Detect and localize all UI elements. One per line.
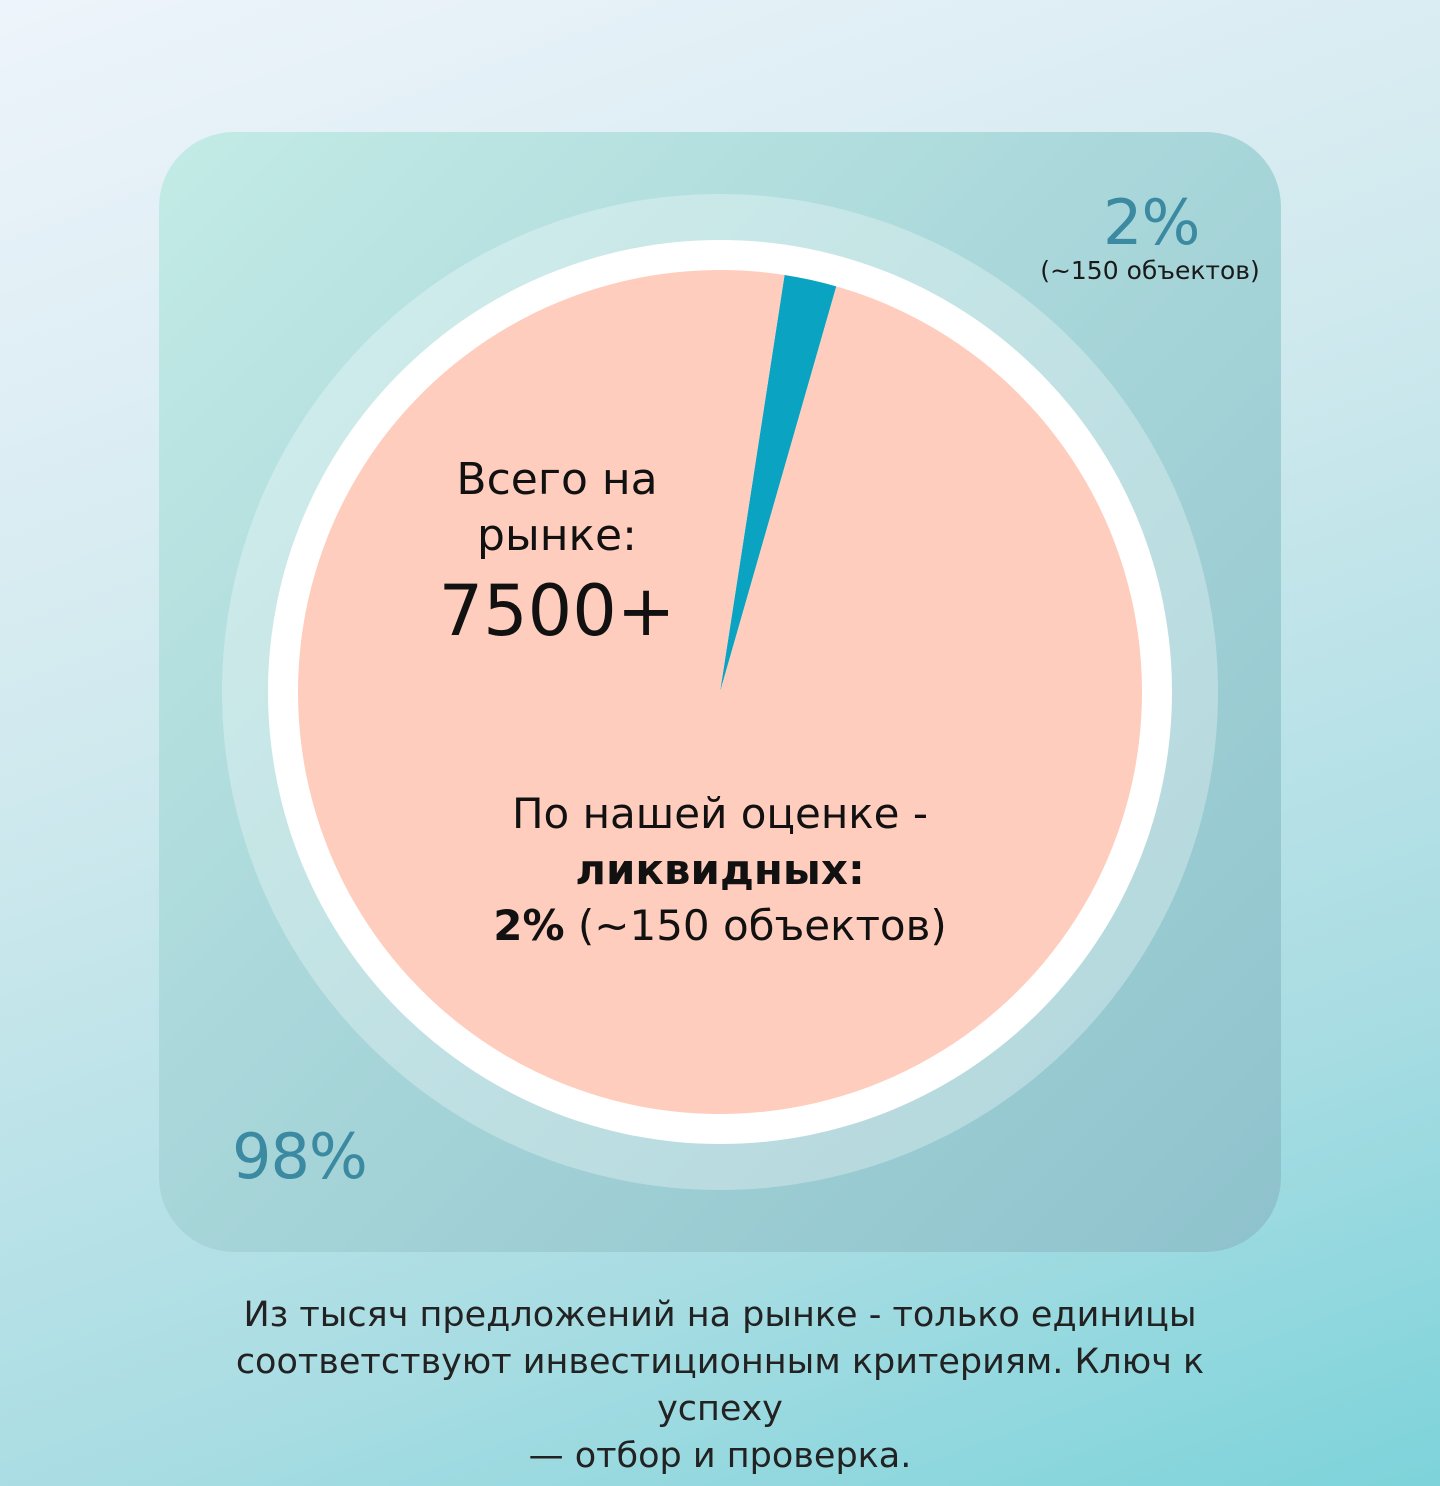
liquid-pct: 2%	[493, 901, 565, 950]
total-label-line-1: Всего на	[456, 454, 658, 505]
total-value: 7500+	[438, 570, 676, 652]
liquid-label-line-2: ликвидных:	[575, 845, 865, 894]
total-label-line-2: рынке:	[477, 510, 637, 561]
caption-line-1: Из тысяч предложений на рынке - только е…	[243, 1295, 1197, 1335]
caption-line-2: соответствуют инвестиционным критериям. …	[235, 1342, 1205, 1429]
liquid-annotation: По нашей оценке - ликвидных: 2% (~150 об…	[440, 786, 1000, 954]
caption: Из тысяч предложений на рынке - только е…	[170, 1292, 1270, 1480]
liquid-count: (~150 объектов)	[577, 901, 947, 950]
liquid-value-line: 2% (~150 объектов)	[440, 898, 1000, 954]
slice-label-98pct: 98%	[232, 1120, 368, 1193]
caption-line-3: — отбор и проверка.	[528, 1436, 912, 1476]
pie-slice-98pct	[298, 269, 1142, 1114]
liquid-label-line-1: По нашей оценке -	[511, 789, 929, 838]
slice-label-2pct-count: (~150 объектов)	[1040, 256, 1260, 285]
pie-slice-2pct	[720, 274, 837, 692]
slice-label-2pct: 2%	[1103, 186, 1200, 259]
total-annotation: Всего на рынке: 7500+	[407, 452, 707, 656]
